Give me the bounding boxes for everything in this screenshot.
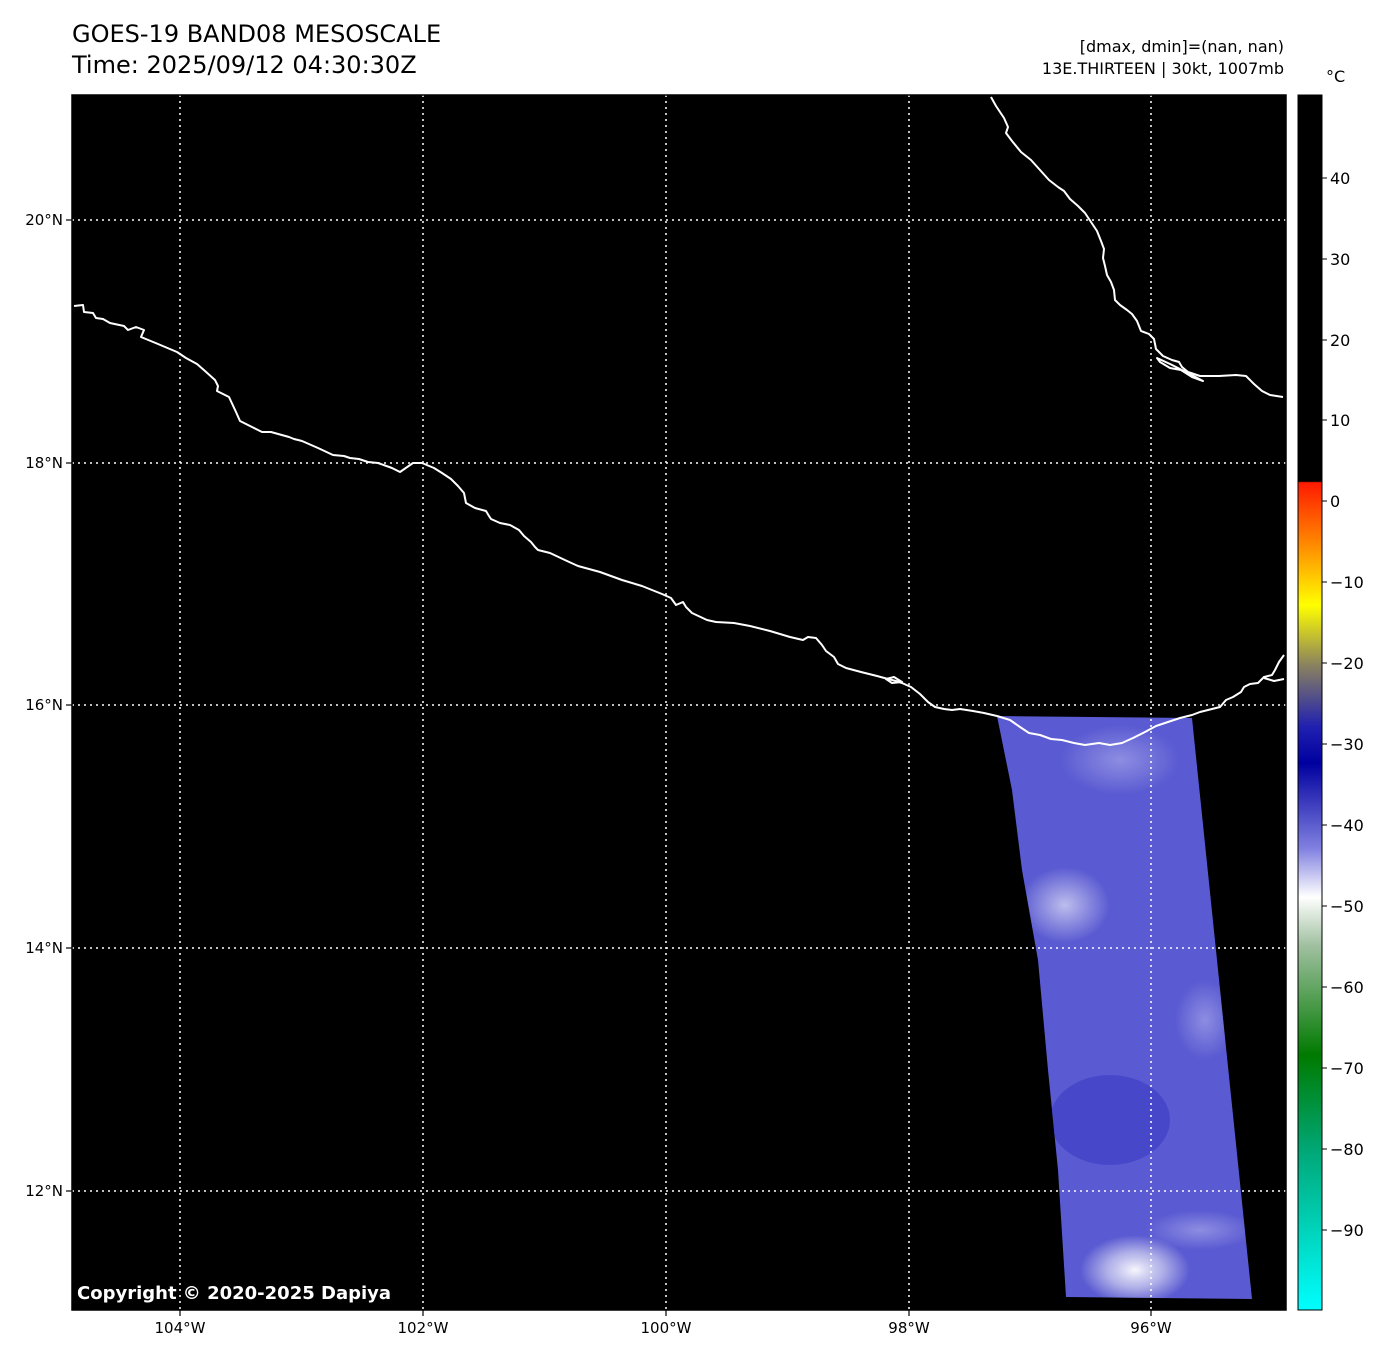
image-time: Time: 2025/09/12 04:30:30Z	[72, 51, 417, 79]
lon-label-98w: 98°W	[888, 1319, 930, 1337]
colorbar-tick-label: 30	[1330, 250, 1350, 269]
lat-label-20n: 20°N	[25, 211, 63, 229]
graticule	[72, 95, 1286, 1310]
lon-label-104w: 104°W	[155, 1319, 206, 1337]
copyright-text: Copyright © 2020-2025 Dapiya	[77, 1283, 392, 1304]
colorbar-tick-label: 40	[1330, 169, 1350, 188]
colorbar-tick-label: −70	[1330, 1059, 1364, 1078]
lon-label-100w: 100°W	[641, 1319, 692, 1337]
colorbar-tick-label: −60	[1330, 978, 1364, 997]
colorbar-tick-label: −10	[1330, 573, 1364, 592]
plot-frame	[71, 94, 1287, 1311]
lon-label-96w: 96°W	[1130, 1319, 1172, 1337]
colorbar-tick-label: −80	[1330, 1140, 1364, 1159]
lat-label-18n: 18°N	[25, 454, 63, 472]
lat-label-16n: 16°N	[25, 696, 63, 714]
colorbar-unit: °C	[1326, 67, 1346, 86]
storm-info-text: 13E.THIRTEEN | 30kt, 1007mb	[1041, 59, 1284, 78]
colorbar-ticks	[1322, 177, 1327, 1231]
colorbar-tick-label: 10	[1330, 411, 1350, 430]
lat-label-14n: 14°N	[25, 939, 63, 957]
colorbar-tick-label: −30	[1330, 735, 1364, 754]
lat-label-12n: 12°N	[25, 1182, 63, 1200]
colorbar-tick-label: 20	[1330, 331, 1350, 350]
colorbar-tick-label: 0	[1330, 492, 1340, 511]
lon-label-102w: 102°W	[398, 1319, 449, 1337]
data-range-text: [dmax, dmin]=(nan, nan)	[1079, 37, 1284, 56]
colorbar-tick-label: −90	[1330, 1221, 1364, 1240]
colorbar	[1297, 94, 1323, 1311]
colorbar-tick-label: −20	[1330, 654, 1364, 673]
coastline	[73, 96, 1285, 746]
axis-ticks	[66, 219, 1152, 1316]
colorbar-tick-label: −40	[1330, 816, 1364, 835]
colorbar-tick-label: −50	[1330, 897, 1364, 916]
image-title: GOES-19 BAND08 MESOSCALE	[72, 20, 442, 48]
